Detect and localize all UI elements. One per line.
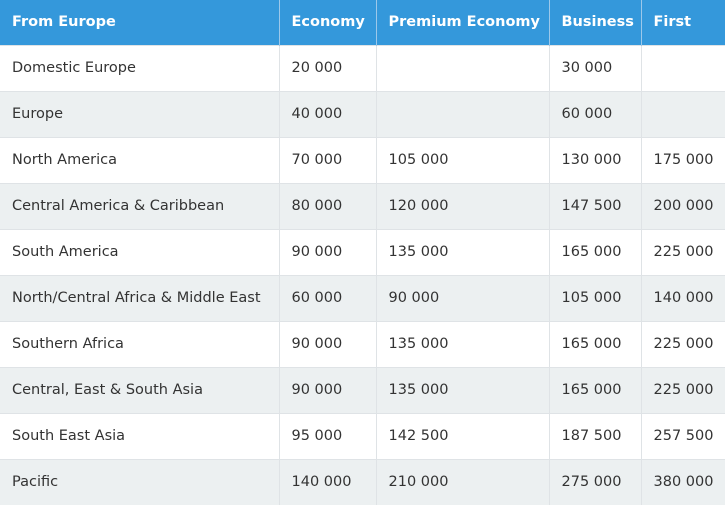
premium-economy-cell: 142 500 [375,412,549,459]
table-row: Domestic Europe 20 000 30 000 [0,44,725,91]
header-economy: Economy [278,0,376,45]
business-cell: 187 500 [548,412,641,459]
first-cell: 200 000 [640,182,725,229]
economy-cell: 90 000 [278,320,376,367]
business-cell: 165 000 [548,228,641,275]
economy-cell: 140 000 [278,458,376,505]
business-cell: 60 000 [548,90,641,137]
business-cell: 30 000 [548,44,641,91]
region-cell: South America [0,228,279,275]
header-business: Business [548,0,641,45]
first-cell: 225 000 [640,228,725,275]
table-body: Domestic Europe 20 000 30 000 Europe 40 000 6… [0,44,725,505]
table-header: From Europe Economy Premium Economy Busi… [0,0,725,45]
region-cell: Europe [0,90,279,137]
header-premium-economy: Premium Economy [375,0,549,45]
premium-economy-cell: 120 000 [375,182,549,229]
business-cell: 165 000 [548,320,641,367]
region-cell: Domestic Europe [0,44,279,91]
header-first: First [640,0,725,45]
header-origin: From Europe [12,14,116,31]
table-row: North America 70 000 105 000 130 000 175 000 [0,136,725,183]
economy-cell: 90 000 [278,366,376,413]
table-row: Pacific 140 000 210 000 275 000 380 000 [0,458,725,505]
table-row: Central America & Caribbean 80 000 120 000… [0,182,725,229]
first-cell [640,44,725,91]
first-cell: 380 000 [640,458,725,505]
region-cell: Southern Africa [0,320,279,367]
region-cell: Central, East & South Asia [0,366,279,413]
business-cell: 105 000 [548,274,641,321]
economy-cell: 95 000 [278,412,376,459]
region-cell: North America [0,136,279,183]
header-row: From Europe Economy Premium Economy Busi… [0,0,725,45]
business-cell: 130 000 [548,136,641,183]
first-cell: 175 000 [640,136,725,183]
economy-cell: 40 000 [278,90,376,137]
business-cell: 147 500 [548,182,641,229]
business-cell: 165 000 [548,366,641,413]
economy-cell: 20 000 [278,44,376,91]
premium-economy-cell [375,90,549,137]
first-cell: 140 000 [640,274,725,321]
premium-economy-cell: 135 000 [375,320,549,367]
table-row: North/Central Africa & Middle East 60 000… [0,274,725,321]
economy-cell: 60 000 [278,274,376,321]
first-cell: 225 000 [640,366,725,413]
table-row: Central, East & South Asia 90 000 135 000 1… [0,366,725,413]
table-row: Europe 40 000 60 000 [0,90,725,137]
table-row: South America 90 000 135 000 165 000 225 000 [0,228,725,275]
business-cell: 275 000 [548,458,641,505]
region-cell: South East Asia [0,412,279,459]
first-cell: 257 500 [640,412,725,459]
premium-economy-cell: 90 000 [375,274,549,321]
region-cell: Central America & Caribbean [0,182,279,229]
premium-economy-cell: 135 000 [375,228,549,275]
economy-cell: 80 000 [278,182,376,229]
premium-economy-cell [375,44,549,91]
region-cell: Pacific [0,458,279,505]
economy-cell: 70 000 [278,136,376,183]
table-row: South East Asia 95 000 142 500 187 500 257 5… [0,412,725,459]
first-cell: 225 000 [640,320,725,367]
region-cell: North/Central Africa & Middle East [0,274,279,321]
premium-economy-cell: 105 000 [375,136,549,183]
premium-economy-cell: 135 000 [375,366,549,413]
first-cell [640,90,725,137]
premium-economy-cell: 210 000 [375,458,549,505]
economy-cell: 90 000 [278,228,376,275]
table-row: Southern Africa 90 000 135 000 165 000 225 0… [0,320,725,367]
